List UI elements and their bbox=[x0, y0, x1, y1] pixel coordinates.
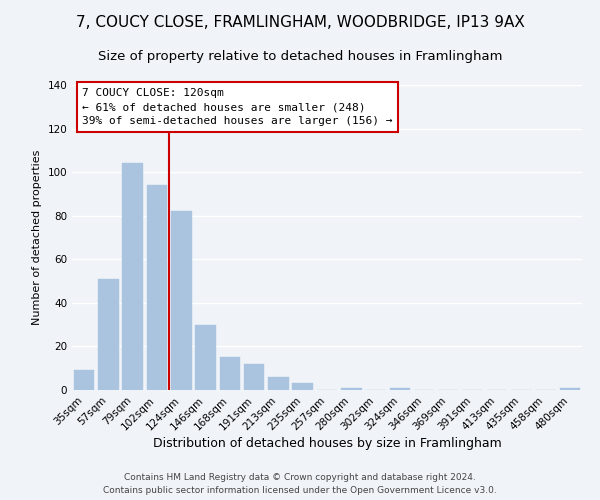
Bar bbox=[389, 388, 410, 390]
Bar bbox=[292, 384, 313, 390]
Bar bbox=[341, 388, 362, 390]
Bar bbox=[98, 279, 119, 390]
Text: 7 COUCY CLOSE: 120sqm
← 61% of detached houses are smaller (248)
39% of semi-det: 7 COUCY CLOSE: 120sqm ← 61% of detached … bbox=[82, 88, 392, 126]
Bar bbox=[146, 185, 167, 390]
Bar bbox=[220, 358, 240, 390]
Bar bbox=[560, 388, 580, 390]
Bar bbox=[268, 377, 289, 390]
Text: 7, COUCY CLOSE, FRAMLINGHAM, WOODBRIDGE, IP13 9AX: 7, COUCY CLOSE, FRAMLINGHAM, WOODBRIDGE,… bbox=[76, 15, 524, 30]
Bar bbox=[244, 364, 265, 390]
Bar bbox=[171, 212, 191, 390]
Bar bbox=[122, 164, 143, 390]
Text: Size of property relative to detached houses in Framlingham: Size of property relative to detached ho… bbox=[98, 50, 502, 63]
Y-axis label: Number of detached properties: Number of detached properties bbox=[32, 150, 42, 325]
Text: Contains public sector information licensed under the Open Government Licence v3: Contains public sector information licen… bbox=[103, 486, 497, 495]
Bar bbox=[74, 370, 94, 390]
Bar bbox=[195, 324, 216, 390]
X-axis label: Distribution of detached houses by size in Framlingham: Distribution of detached houses by size … bbox=[152, 438, 502, 450]
Text: Contains HM Land Registry data © Crown copyright and database right 2024.: Contains HM Land Registry data © Crown c… bbox=[124, 474, 476, 482]
